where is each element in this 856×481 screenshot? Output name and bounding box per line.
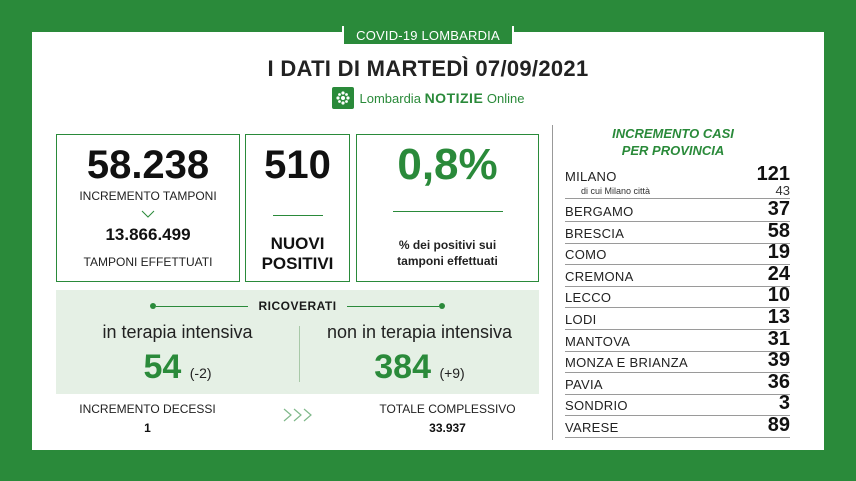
province-name: SONDRIO [565, 398, 628, 414]
non-terapia-intensiva-label: non in terapia intensiva [326, 322, 513, 342]
terapia-intensiva-label: in terapia intensiva [102, 322, 253, 342]
terapia-intensiva-values: 54 (-2) [56, 348, 299, 387]
divider [272, 215, 323, 216]
province-value: 19 [767, 241, 790, 264]
divider [392, 211, 503, 212]
non-terapia-intensiva-values: 384 (+9) [300, 348, 539, 387]
province-title-line1: INCREMENTO CASI [612, 126, 734, 141]
province-row: VARESE 89 [565, 414, 790, 438]
percent-positivi-label-2: tamponi effettuati [397, 254, 498, 268]
percent-positivi-value: 0,8% [397, 140, 498, 189]
province-row: LODI 13 [565, 306, 790, 330]
header-badge: COVID-19 LOMBARDIA [342, 26, 514, 46]
province-name: MONZA E BRIANZA [565, 355, 688, 371]
province-value: 31 [767, 327, 790, 350]
province-name: LODI [565, 312, 597, 327]
province-name: LECCO [565, 290, 612, 306]
province-name: MILANO [565, 169, 617, 184]
province-row: COMO 19 [565, 241, 790, 266]
ricoverati-panel: RICOVERATI in terapia intensiva 54 (-2) … [56, 290, 539, 394]
province-value: 37 [767, 198, 790, 220]
nuovi-positivi-box: 510 NUOVI POSITIVI [245, 134, 350, 282]
province-value: 24 [767, 262, 790, 285]
province-row: LECCO 10 [565, 284, 790, 309]
province-value: 36 [767, 370, 790, 393]
nuovi-positivi-label-2: POSITIVI [261, 254, 334, 273]
terapia-intensiva-value: 54 [143, 348, 182, 386]
province-name: BRESCIA [565, 225, 625, 241]
lombardy-rose-icon [331, 87, 354, 109]
province-name: MANTOVA [565, 333, 631, 349]
province-title: INCREMENTO CASI PER PROVINCIA [553, 125, 793, 159]
province-name: VARESE [565, 420, 619, 435]
dot-icon [438, 303, 445, 309]
dot-icon [150, 303, 157, 309]
province-value: 3 [778, 392, 790, 415]
province-row: MANTOVA 31 [565, 327, 790, 352]
tamponi-box: 58.238 INCREMENTO TAMPONI 13.866.499 TAM… [56, 134, 240, 282]
logo-prefix: Lombardia [359, 91, 421, 106]
province-name: CREMONA [565, 268, 634, 284]
province-row: SONDRIO 3 [565, 392, 790, 417]
percent-positivi-box: 0,8% % dei positivi sui tamponi effettua… [356, 134, 539, 282]
milano-city-value: 43 [775, 183, 790, 198]
logo-text: Lombardia NOTIZIE Online [360, 90, 525, 106]
arrows-icon [282, 407, 318, 428]
divider [299, 326, 300, 382]
percent-positivi-label-1: % dei positivi sui [398, 238, 497, 252]
ricoverati-header: RICOVERATI [56, 298, 539, 314]
province-value: 13 [767, 306, 790, 328]
province-value: 58 [767, 219, 790, 242]
province-row-milano: MILANO 121 di cui Milano città 43 [565, 163, 790, 199]
decessi-value: 1 [144, 421, 151, 435]
logo-suffix: Online [486, 91, 525, 106]
province-row: MONZA E BRIANZA 39 [565, 349, 790, 374]
divider [156, 305, 249, 307]
province-value: 39 [767, 349, 790, 372]
chevron-down-icon [57, 205, 239, 218]
province-value: 121 [756, 163, 790, 185]
province-row: PAVIA 36 [565, 370, 790, 395]
nuovi-positivi-value: 510 [264, 143, 331, 187]
province-value: 10 [767, 284, 790, 307]
terapia-intensiva-delta: (-2) [189, 365, 212, 381]
ricoverati-title: RICOVERATI [258, 299, 337, 313]
logo-brand: NOTIZIE [424, 90, 484, 106]
decessi-label: INCREMENTO DECESSI [79, 402, 216, 416]
tamponi-increment: 58.238 [86, 143, 210, 187]
totale-complessivo-label: TOTALE COMPLESSIVO [379, 402, 516, 416]
tamponi-total: 13.866.499 [105, 225, 191, 244]
province-value: 89 [767, 414, 790, 436]
non-terapia-intensiva-value: 384 [374, 348, 431, 386]
non-terapia-intensiva-delta: (+9) [439, 365, 465, 381]
milano-city-label: di cui Milano città [581, 186, 651, 196]
tamponi-increment-label: INCREMENTO TAMPONI [79, 189, 217, 203]
nuovi-positivi-label-1: NUOVI [270, 234, 325, 253]
province-panel: INCREMENTO CASI PER PROVINCIA MILANO 121… [552, 125, 792, 440]
tamponi-total-label: TAMPONI EFFETTUATI [83, 255, 213, 269]
province-row: BRESCIA 58 [565, 219, 790, 244]
province-row: CREMONA 24 [565, 262, 790, 287]
logo: Lombardia NOTIZIE Online [0, 86, 856, 110]
province-name: BERGAMO [565, 204, 634, 219]
divider [346, 305, 439, 307]
province-title-line2: PER PROVINCIA [621, 143, 725, 158]
province-name: COMO [565, 247, 607, 263]
page-title: I DATI DI MARTEDÌ 07/09/2021 [267, 56, 589, 81]
totale-complessivo-value: 33.937 [429, 421, 466, 435]
province-name: PAVIA [565, 376, 603, 392]
province-row: BERGAMO 37 [565, 198, 790, 222]
